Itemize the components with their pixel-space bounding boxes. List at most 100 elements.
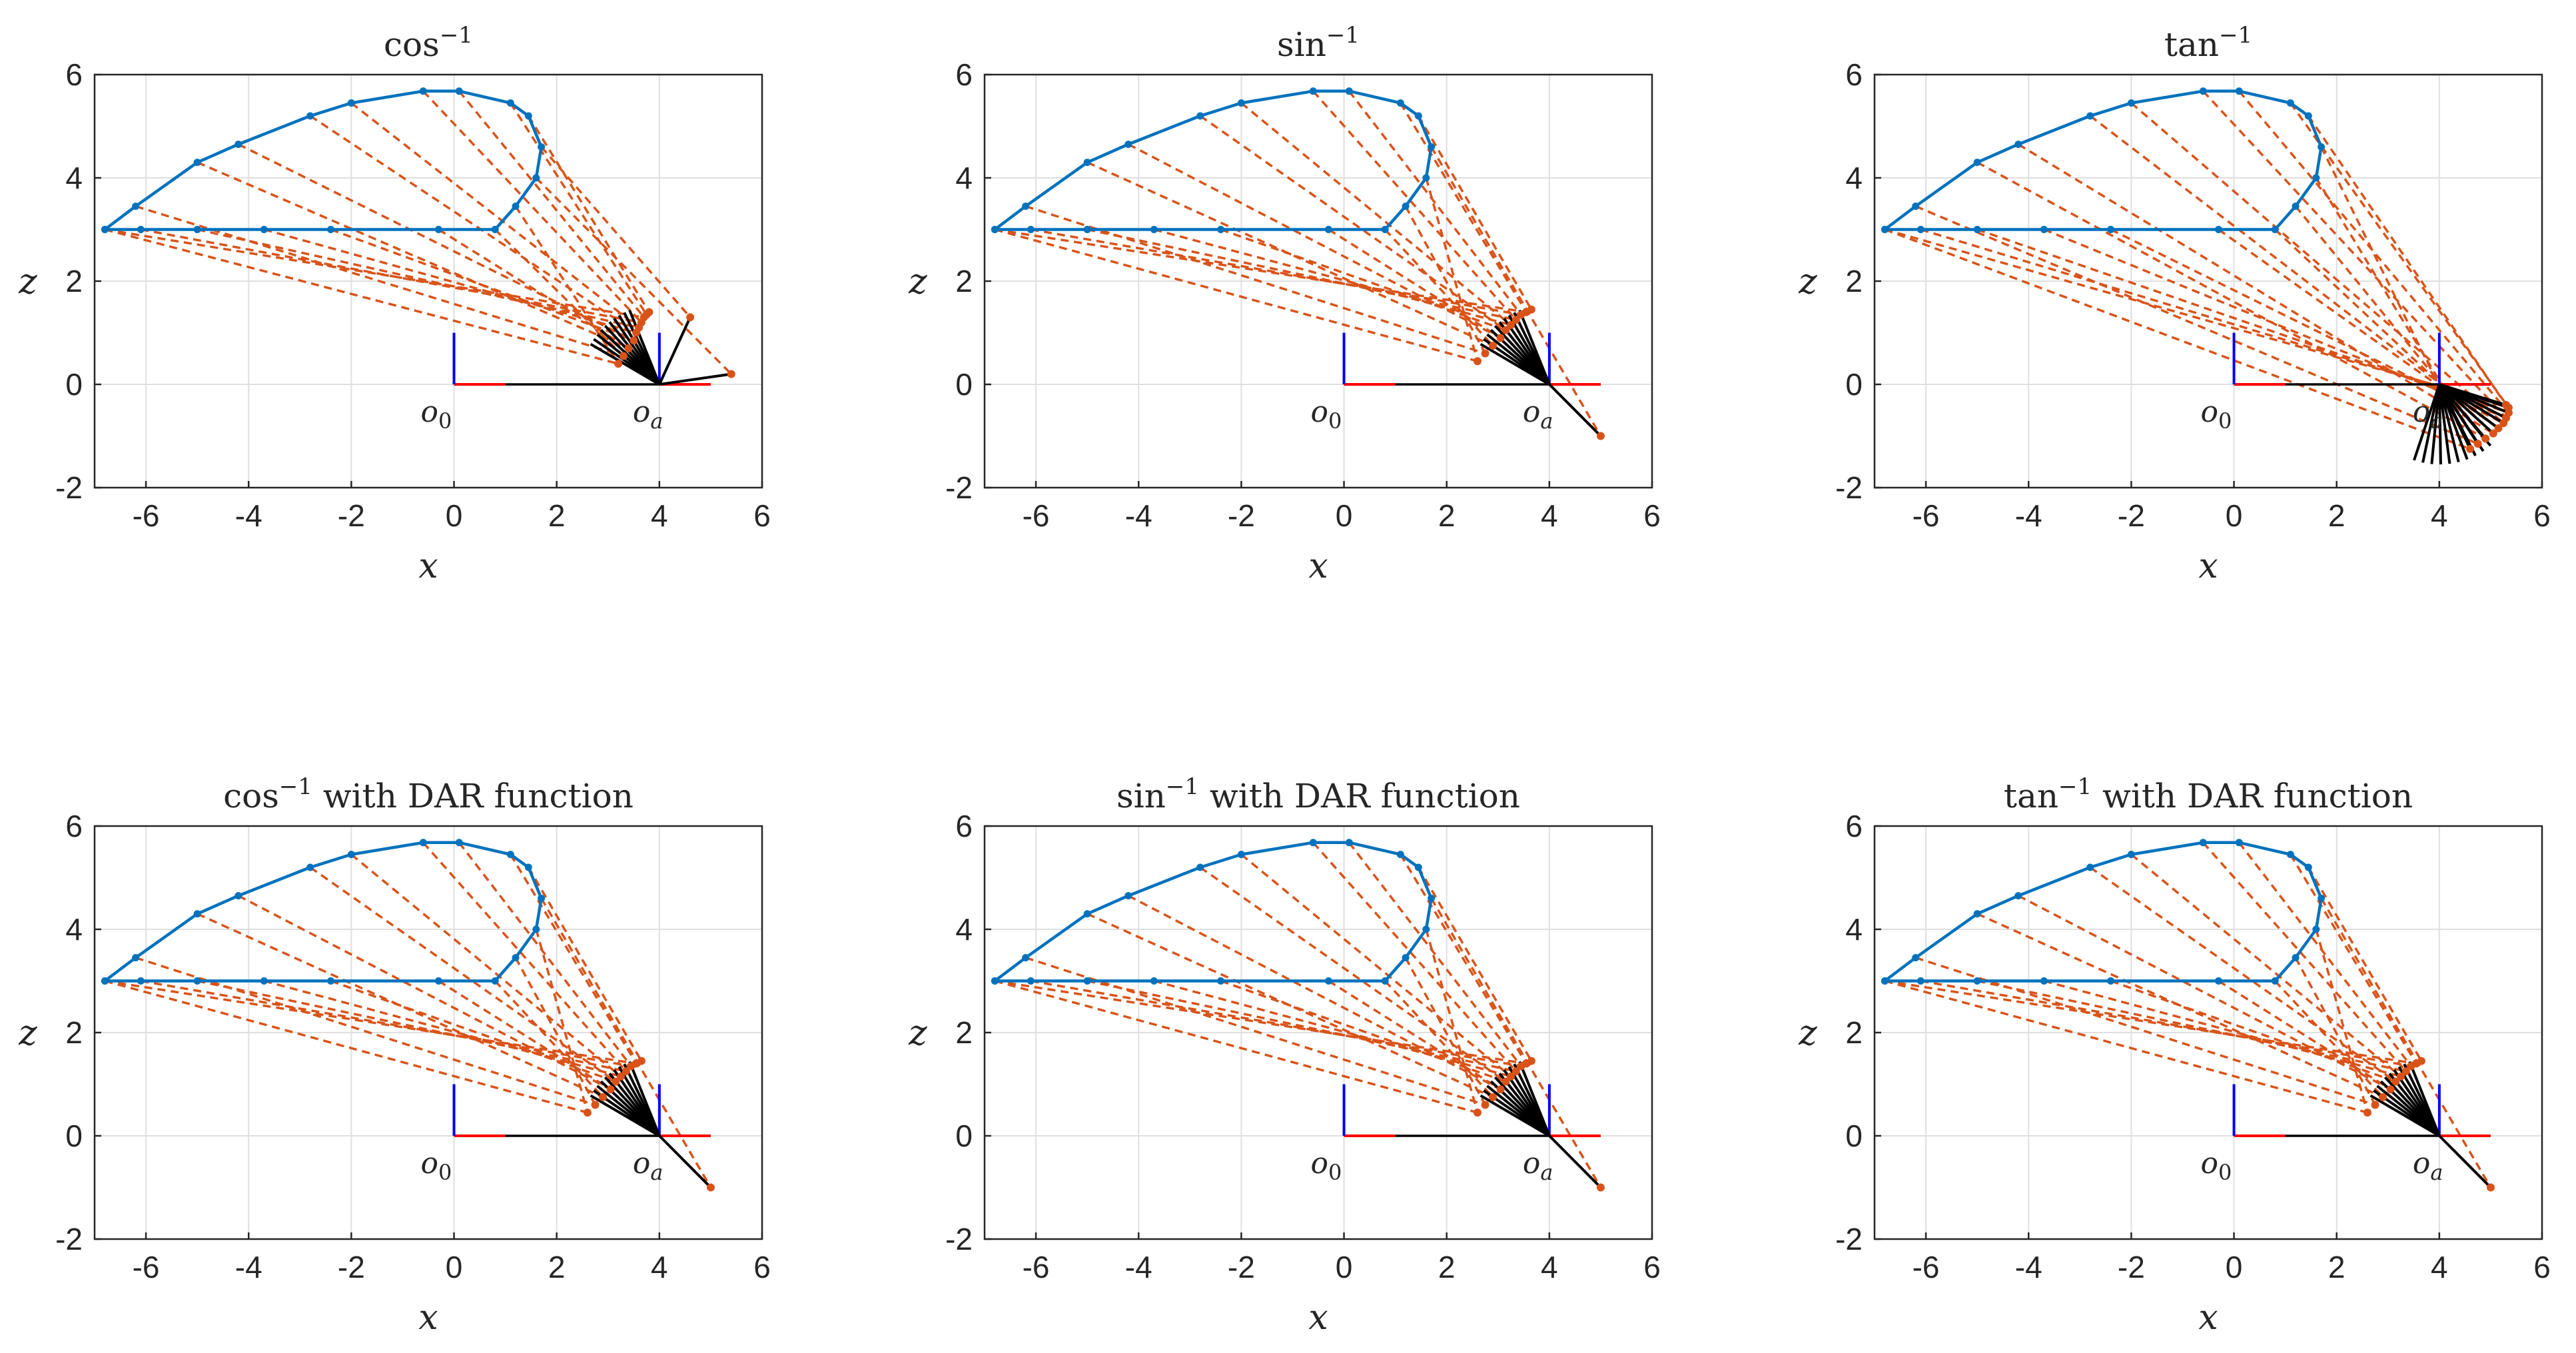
dashed-line xyxy=(458,841,632,1067)
boundary-point xyxy=(2312,174,2320,182)
dashed-line xyxy=(330,228,634,342)
end-point xyxy=(1489,341,1498,350)
dashed-line xyxy=(540,146,691,318)
link-end-markers xyxy=(2466,401,2513,453)
x-tick-label: 2 xyxy=(2328,498,2346,533)
dashed-line xyxy=(1220,228,1506,332)
x-tick-label: 4 xyxy=(2431,1250,2448,1284)
boundary-point xyxy=(1396,99,1404,107)
dashed-line xyxy=(535,177,732,375)
boundary-point xyxy=(1027,977,1035,985)
chart-panel-2: -6 -4 -2 0 2 4 6 -2 0 2 4 6 x z o0 oa sin−1 xyxy=(908,22,1661,586)
boundary-point xyxy=(506,851,514,859)
link-line xyxy=(2437,384,2460,463)
y-tick-label: 6 xyxy=(1845,57,1863,92)
y-tick-label: 4 xyxy=(1845,161,1863,195)
chart-panel-6: -6 -4 -2 0 2 4 6 -2 0 2 4 6 x z o0 oa tan−1 with DAR fun… xyxy=(1798,773,2551,1338)
x-tick-label: -4 xyxy=(235,1250,262,1284)
dashed-line xyxy=(1199,115,1507,332)
link-line xyxy=(2439,383,2507,406)
boundary-point xyxy=(101,977,109,985)
origin-label-o0: o0 xyxy=(1311,395,1342,434)
boundary-point xyxy=(327,226,335,233)
x-tick-label: 4 xyxy=(1541,1250,1558,1284)
end-point xyxy=(1481,349,1490,358)
end-point xyxy=(1496,1085,1505,1094)
x-tick-label: -2 xyxy=(1228,498,1255,533)
boundary-point xyxy=(419,839,427,847)
origin-label-oa: oa xyxy=(1523,395,1553,434)
end-point xyxy=(2379,1093,2387,1101)
end-point xyxy=(1511,316,1520,324)
dashed-line xyxy=(1328,228,1502,339)
end-point xyxy=(1596,1183,1605,1192)
origin-label-o0: o0 xyxy=(1311,1146,1342,1185)
boundary-point xyxy=(1196,863,1204,871)
dashed-line xyxy=(994,979,1478,1114)
y-axis-label: z xyxy=(18,262,37,302)
boundary-point xyxy=(491,977,499,985)
boundary-point xyxy=(1324,226,1332,233)
dashed-line xyxy=(2307,867,2423,1062)
boundary-point xyxy=(491,226,499,233)
y-axis-label: z xyxy=(908,262,927,302)
x-axis-label: x xyxy=(418,1298,438,1338)
x-axis-label: x xyxy=(418,546,438,586)
dashed-reach-lines xyxy=(104,841,712,1188)
dashed-line xyxy=(2238,90,2510,414)
x-tick-label: 6 xyxy=(2533,1250,2551,1284)
x-tick-label: 2 xyxy=(548,1250,566,1284)
dashed-line xyxy=(995,228,1527,314)
dashed-line xyxy=(1328,980,1502,1091)
boundary-point xyxy=(137,977,145,985)
y-tick-label: 2 xyxy=(955,1015,973,1050)
dashed-line xyxy=(422,841,628,1073)
dashed-line xyxy=(509,102,648,316)
link-line xyxy=(2438,1134,2492,1188)
link-line xyxy=(658,1134,712,1188)
boundary-point xyxy=(1912,203,1920,211)
dashed-line xyxy=(509,853,638,1065)
boundary-point xyxy=(1414,112,1422,120)
end-point xyxy=(2371,1101,2379,1109)
dashed-line xyxy=(1417,115,1533,310)
boundary-point xyxy=(1022,954,1030,962)
end-point xyxy=(686,313,695,322)
link-line xyxy=(2437,384,2451,464)
dashed-line xyxy=(1240,102,1512,326)
y-tick-label: 2 xyxy=(1845,264,1863,298)
boundary-point xyxy=(991,226,999,233)
boundary-point xyxy=(2235,839,2243,847)
origin-label-oa: oa xyxy=(2413,1146,2443,1185)
boundary-point xyxy=(1917,977,1925,985)
x-tick-label: 6 xyxy=(753,498,771,533)
chart-title: tan−1 with DAR function xyxy=(2004,773,2413,815)
dashed-line xyxy=(2294,957,2377,1106)
link-fan xyxy=(590,309,732,386)
boundary-point xyxy=(2292,203,2300,211)
y-tick-label: 2 xyxy=(65,264,83,298)
x-tick-label: -4 xyxy=(1125,1250,1152,1284)
dashed-line xyxy=(1430,146,1602,437)
x-tick-label: -2 xyxy=(338,1250,365,1284)
dashed-line xyxy=(1199,866,1507,1083)
boundary-point xyxy=(2214,226,2222,233)
y-tick-label: 6 xyxy=(65,57,83,92)
dashed-reach-lines xyxy=(104,90,732,375)
boundary-point xyxy=(1973,226,1981,233)
boundary-point xyxy=(234,892,242,900)
dashed-line xyxy=(1884,228,2507,406)
dashed-line xyxy=(330,979,616,1083)
origin-label-o0: o0 xyxy=(2201,395,2232,434)
end-point xyxy=(1502,326,1510,334)
workspace-boundary xyxy=(994,841,1433,983)
y-tick-label: -2 xyxy=(945,470,973,505)
dashed-line xyxy=(105,979,637,1065)
dashed-line xyxy=(104,228,619,365)
x-tick-label: -6 xyxy=(133,498,160,533)
dashed-line xyxy=(1884,979,2368,1114)
boundary-point xyxy=(1217,977,1225,985)
dashed-line xyxy=(1086,979,1517,1073)
boundary-point xyxy=(2235,87,2243,95)
boundary-point xyxy=(2086,863,2094,871)
